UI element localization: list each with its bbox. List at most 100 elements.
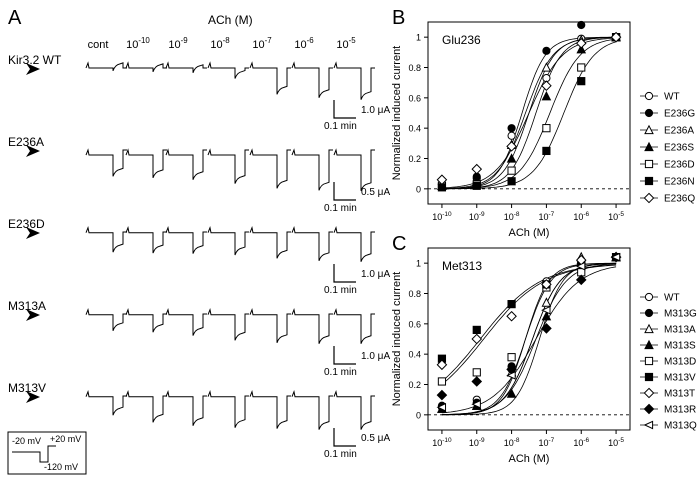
data-point-E236N (507, 177, 516, 186)
protocol-step-down: -120 mV (44, 462, 78, 472)
data-point-M313V (507, 300, 516, 309)
condition-label-6: 10-5 (336, 36, 356, 51)
current-trace (333, 389, 375, 430)
data-point-M313S (541, 310, 552, 321)
plot-frame (427, 247, 631, 431)
fit-curve-M313G (441, 262, 617, 415)
data-point-E236N (472, 181, 481, 190)
current-trace (85, 389, 127, 416)
fit-curve-E236D (441, 38, 617, 190)
legend-label-M313Q: M313Q (664, 421, 697, 432)
panel-c-letter: C (392, 233, 406, 255)
data-point-E236A (541, 62, 552, 72)
fit-curve-M313S (441, 263, 617, 416)
panel-a-ach-header: ACh (M) (208, 13, 253, 27)
legend-marker-M313G (644, 308, 654, 318)
plot-frame (427, 21, 631, 205)
legend-marker-E236N (644, 176, 654, 186)
current-trace (165, 225, 207, 254)
scale-bar (333, 100, 356, 119)
data-point-E236Q (575, 37, 587, 49)
data-point-M313D (472, 368, 481, 377)
scale-bar-time: 0.1 min (324, 285, 357, 296)
condition-label-0: cont (88, 39, 109, 51)
scale-bar (333, 182, 356, 201)
scale-bar-time: 0.1 min (324, 121, 357, 132)
data-point-M313R (575, 274, 587, 286)
y-tick-label: 0.8 (408, 63, 421, 73)
x-tick-label: 10-10 (432, 437, 452, 448)
data-point-E236S (541, 91, 552, 101)
scale-bar-current: 0.5 μA (361, 433, 390, 444)
data-point-WT (507, 131, 516, 140)
x-tick-label: 10-9 (469, 437, 485, 448)
current-trace (85, 307, 127, 331)
data-point-M313Q (575, 261, 586, 271)
current-trace (291, 61, 333, 98)
y-tick-label: 0.2 (408, 380, 421, 390)
data-point-E236N (577, 77, 586, 86)
y-tick-label: 0.4 (408, 350, 421, 360)
protocol-hold: -20 mV (12, 436, 41, 446)
protocol-inset (7, 431, 87, 475)
data-point-M313Q (506, 371, 516, 380)
panel-b-chart: B 0 0.2 0.4 0.6 0.8 1 10-10 10-9 10-8 10-7 10-6 10-… (391, 7, 695, 239)
y-tick-label: 0 (416, 410, 421, 420)
current-trace (207, 61, 249, 79)
legend-label-M313T: M313T (664, 389, 695, 400)
current-trace (165, 307, 207, 336)
data-point-E236G (542, 46, 551, 55)
legend-label-E236G: E236G (664, 109, 695, 120)
legend-label-WT: WT (664, 293, 680, 304)
data-point-M313T (436, 359, 448, 371)
legend-label-M313D: M313D (664, 357, 696, 368)
current-trace (249, 307, 291, 343)
current-trace (207, 307, 249, 341)
holding-level-arrowhead (26, 63, 40, 75)
data-point-E236Q (541, 80, 552, 92)
data-point-M313T (506, 310, 517, 322)
condition-label-2: 10-9 (168, 36, 188, 51)
data-point-E236S (576, 44, 587, 54)
fit-curve-M313V (441, 264, 617, 385)
scale-bar-current: 1.0 μA (361, 269, 390, 280)
data-point-E236S (506, 153, 517, 163)
data-point-M313D (437, 377, 447, 386)
y-tick-label: 0.4 (408, 124, 421, 134)
trace-row-label-3: M313A (8, 299, 46, 313)
current-trace (165, 389, 207, 426)
protocol-step-up: +20 mV (50, 434, 81, 444)
current-trace (291, 389, 333, 430)
current-trace (207, 148, 249, 184)
legend-label-M313S: M313S (664, 341, 696, 352)
legend-marker-M313V (644, 372, 654, 382)
legend-label-M313V: M313V (664, 373, 696, 384)
panel-a-traces: cont 10-10 10-9 10-8 10-7 10-6 10-5 Kir3.2 WT 1.… (7, 36, 390, 475)
data-point-M313Q (436, 402, 447, 412)
panel-a-letter: A (8, 7, 22, 29)
current-trace (249, 389, 291, 429)
current-trace (249, 61, 291, 95)
chart-title: Glu236 (442, 33, 481, 47)
current-trace (207, 389, 249, 428)
legend-marker-E236G (644, 108, 654, 118)
x-tick-label: 10-9 (469, 211, 485, 222)
chart-title: Met313 (442, 259, 482, 273)
x-tick-label: 10-5 (608, 437, 624, 448)
current-trace (249, 225, 291, 259)
data-point-E236Q (506, 141, 517, 152)
data-point-M313Q (541, 305, 551, 315)
protocol-waveform (12, 445, 56, 463)
data-point-M313R (541, 323, 552, 334)
panel-c-chart: C 0 0.2 0.4 0.6 0.8 1 10-10 10-9 10-8 10-7 10-6 10-… (391, 233, 697, 465)
data-point-M313V (472, 325, 481, 334)
data-point-E236G (577, 20, 586, 30)
legend-label-WT: WT (664, 92, 680, 103)
data-point-M313T (541, 279, 552, 290)
y-axis-label: Normalized induced current (391, 272, 403, 407)
x-tick-label: 10-10 (432, 211, 452, 222)
holding-level-arrowhead (26, 309, 40, 321)
y-tick-label: 0.2 (408, 154, 421, 164)
x-axis-label: ACh (M) (509, 453, 550, 465)
